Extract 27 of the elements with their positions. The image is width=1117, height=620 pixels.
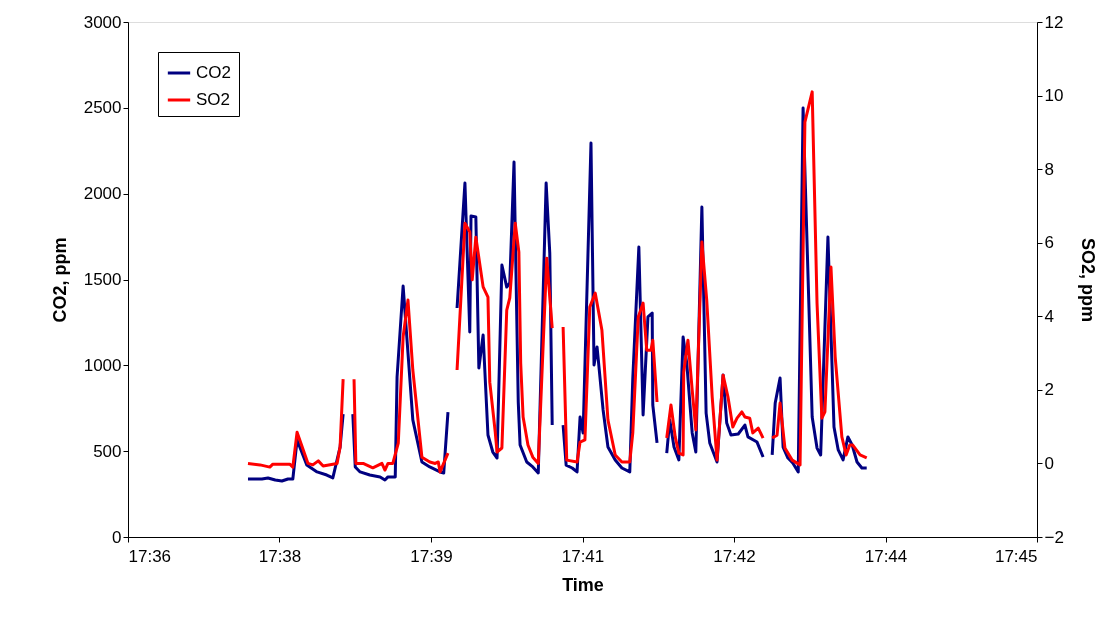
y2-tick-label: 12 (1044, 12, 1064, 32)
x-tick-label: 17:38 (258, 546, 302, 566)
y2-tick-label: 4 (1044, 306, 1054, 326)
x-tick-label: 17:42 (713, 546, 756, 566)
x-tick-label: 17:41 (561, 546, 605, 566)
y2-tick-label: −2 (1044, 527, 1064, 547)
y2-axis-title: SO2, ppm (1077, 237, 1098, 323)
y-tick-label: 0 (112, 527, 122, 547)
x-tick-label: 17:44 (864, 546, 908, 566)
x-tick-label: 17:36 (128, 546, 172, 566)
y2-tick-label: 10 (1044, 86, 1064, 106)
y2-tick-label: 6 (1044, 233, 1054, 253)
x-tick-label: 17:45 (994, 546, 1038, 566)
y2-tick-label: 8 (1044, 159, 1054, 179)
y-tick-label: 2000 (83, 184, 122, 204)
y-axis-title: CO2, ppm (49, 237, 70, 323)
y-tick-label: 500 (93, 441, 122, 461)
y2-tick-label: 2 (1044, 380, 1054, 400)
y-tick-label: 2500 (83, 98, 122, 118)
y-tick-label: 1500 (83, 270, 122, 289)
legend-label: CO2 (196, 63, 231, 82)
y-tick-label: 3000 (83, 12, 122, 32)
legend-label: SO2 (196, 90, 231, 109)
y2-tick-label: 0 (1044, 453, 1054, 473)
x-axis-title: Time (562, 574, 604, 595)
x-tick-label: 17:39 (410, 546, 453, 566)
y-tick-label: 1000 (83, 355, 122, 375)
